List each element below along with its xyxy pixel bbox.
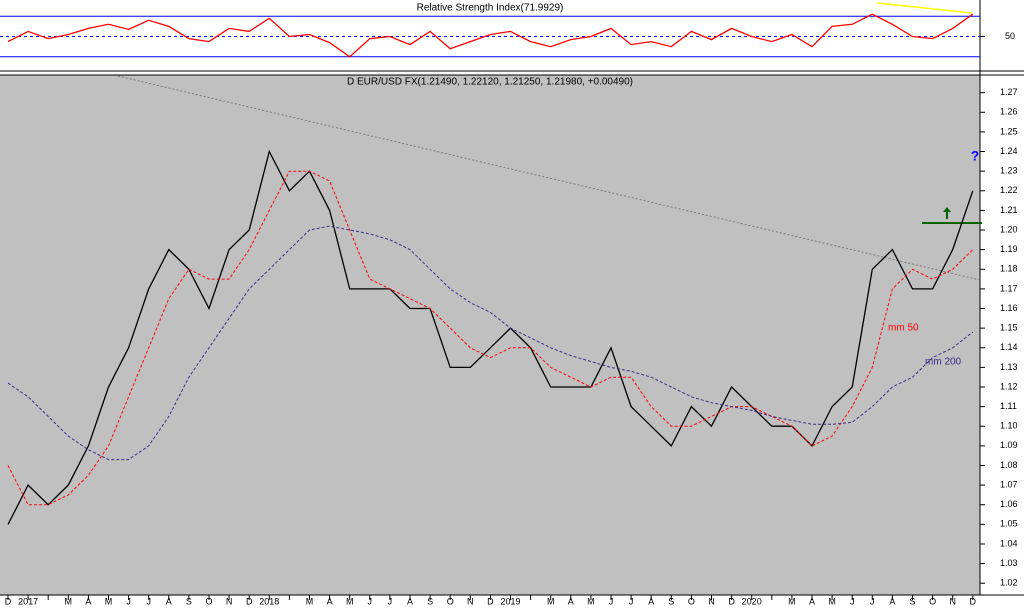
y-tick-label: 1.05	[1000, 519, 1018, 529]
x-tick-label: O	[688, 596, 695, 606]
x-tick-label: S	[186, 596, 192, 606]
x-tick-label: M	[65, 596, 73, 606]
x-tick-label: J	[146, 596, 151, 606]
x-tick-label: M	[306, 596, 314, 606]
x-tick-label: J	[388, 596, 393, 606]
x-tick-label: 2019	[500, 596, 520, 606]
x-tick-label: N	[949, 596, 956, 606]
y-tick-label: 50	[1005, 31, 1015, 41]
y-tick-label: 1.25	[1000, 126, 1018, 136]
x-tick-label: J	[126, 596, 131, 606]
x-tick-label: O	[447, 596, 454, 606]
x-tick-label: D	[5, 596, 12, 606]
x-tick-label: A	[809, 596, 815, 606]
price-panel	[0, 75, 980, 595]
x-tick-label: D	[970, 596, 977, 606]
y-tick-label: 1.19	[1000, 244, 1018, 254]
y-tick-label: 1.15	[1000, 323, 1018, 333]
y-tick-label: 1.20	[1000, 224, 1018, 234]
y-tick-label: 1.21	[1000, 205, 1018, 215]
y-tick-label: 1.16	[1000, 303, 1018, 313]
x-tick-label: M	[828, 596, 836, 606]
x-tick-label: O	[929, 596, 936, 606]
x-tick-label: J	[850, 596, 855, 606]
y-tick-label: 1.11	[1000, 401, 1017, 411]
y-tick-label: 1.06	[1000, 499, 1018, 509]
x-tick-label: A	[166, 596, 172, 606]
y-tick-label: 1.22	[1000, 185, 1018, 195]
x-tick-label: 2017	[18, 596, 38, 606]
y-tick-label: 1.26	[1000, 107, 1018, 117]
series-label: mm 200	[925, 357, 962, 368]
x-tick-label: A	[85, 596, 91, 606]
y-tick-label: 1.13	[1000, 362, 1018, 372]
series-line	[7, 225, 974, 461]
y-tick-label: 1.27	[1000, 87, 1018, 97]
y-tick-label: 1.03	[1000, 558, 1018, 568]
x-tick-label: J	[629, 596, 634, 606]
y-tick-label: 1.12	[1000, 381, 1018, 391]
x-tick-label: N	[226, 596, 233, 606]
x-tick-label: S	[909, 596, 915, 606]
rsi-title: Relative Strength Index(71.9929)	[417, 3, 564, 14]
x-tick-label: M	[547, 596, 555, 606]
x-tick-label: 2018	[259, 596, 279, 606]
x-tick-label: A	[889, 596, 895, 606]
x-tick-label: M	[105, 596, 113, 606]
x-tick-label: 2020	[742, 596, 762, 606]
price-title: D EUR/USD FX(1.21490, 1.22120, 1.21250, …	[347, 77, 633, 88]
x-tick-label: N	[467, 596, 474, 606]
series-line	[7, 170, 974, 506]
x-tick-label: J	[368, 596, 373, 606]
x-tick-label: J	[870, 596, 875, 606]
y-tick-label: 1.23	[1000, 166, 1018, 176]
x-tick-label: N	[708, 596, 715, 606]
y-tick-label: 1.09	[1000, 440, 1018, 450]
x-tick-label: M	[587, 596, 595, 606]
x-tick-label: D	[246, 596, 253, 606]
y-tick-label: 1.14	[1000, 342, 1018, 352]
x-tick-label: A	[648, 596, 654, 606]
y-tick-label: 1.10	[1000, 421, 1018, 431]
x-tick-label: D	[487, 596, 494, 606]
x-tick-label: A	[407, 596, 413, 606]
x-tick-label: S	[427, 596, 433, 606]
series-line	[7, 149, 974, 525]
annotation: ?	[971, 148, 980, 164]
x-tick-label: M	[346, 596, 354, 606]
x-tick-label: D	[728, 596, 735, 606]
y-tick-label: 1.07	[1000, 479, 1018, 489]
series-label: mm 50	[888, 323, 919, 334]
y-tick-label: 1.18	[1000, 264, 1018, 274]
series-line	[7, 13, 974, 58]
x-tick-label: S	[668, 596, 674, 606]
x-tick-label: A	[568, 596, 574, 606]
y-tick-label: 1.02	[1000, 578, 1018, 588]
x-tick-label: O	[205, 596, 212, 606]
arrow-up	[943, 207, 951, 219]
rsi-trend-line	[876, 2, 973, 14]
x-tick-label: M	[788, 596, 796, 606]
y-tick-label: 1.24	[1000, 146, 1018, 156]
y-tick-label: 1.08	[1000, 460, 1018, 470]
x-tick-label: A	[327, 596, 333, 606]
x-tick-label: J	[609, 596, 614, 606]
y-tick-label: 1.17	[1000, 283, 1018, 293]
y-tick-label: 1.04	[1000, 538, 1018, 548]
